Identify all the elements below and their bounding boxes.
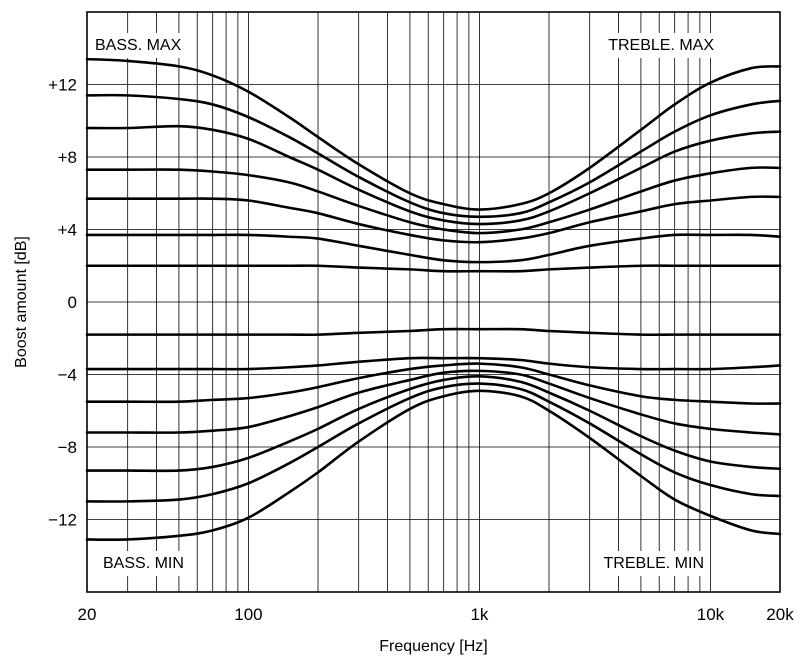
y-tick-label: 0 xyxy=(68,293,77,312)
x-axis-label: Frequency [Hz] xyxy=(379,638,487,655)
y-tick-label: −8 xyxy=(58,438,77,457)
response-curve-8 xyxy=(85,327,782,337)
annotation-background xyxy=(98,551,189,576)
response-curve-5 xyxy=(85,195,782,244)
response-curves xyxy=(85,57,782,542)
response-curve-12 xyxy=(85,374,782,473)
x-tick-label: 20 xyxy=(78,605,97,624)
annotation-label: BASS. MIN xyxy=(103,555,184,572)
y-tick-label: +12 xyxy=(48,76,77,95)
response-curve-4 xyxy=(85,166,782,235)
response-curve-11 xyxy=(85,369,782,436)
x-tick-label: 100 xyxy=(234,605,262,624)
annotation-label: TREBLE. MAX xyxy=(608,37,714,54)
annotation-label: TREBLE. MIN xyxy=(604,555,704,572)
y-tick-label: −4 xyxy=(58,366,77,385)
y-tick-label: −12 xyxy=(48,511,77,530)
response-curve-7 xyxy=(85,264,782,273)
y-tick-labels: +12 +8 +4 0 −4 −8 −12 xyxy=(48,76,77,530)
annotation-background xyxy=(90,33,187,58)
y-axis-label: Boost amount [dB] xyxy=(13,236,30,368)
x-tick-label: 1k xyxy=(470,605,488,624)
response-curve-9 xyxy=(85,356,782,371)
response-curve-3 xyxy=(85,124,782,226)
response-curve-2 xyxy=(85,93,782,219)
grid xyxy=(87,12,780,592)
x-tick-label: 10k xyxy=(697,605,725,624)
response-curve-14 xyxy=(85,389,782,542)
annotation-background xyxy=(603,33,720,58)
y-tick-label: +8 xyxy=(58,148,77,167)
x-tick-labels: 20 100 1k 10k 20k xyxy=(78,605,795,624)
annotation-label: BASS. MAX xyxy=(95,37,182,54)
annotations: BASS. MAX TREBLE. MAX BASS. MIN TREBLE. MIN xyxy=(90,33,720,576)
x-tick-label: 20k xyxy=(766,605,794,624)
y-tick-label: +4 xyxy=(58,221,77,240)
response-curve-10 xyxy=(85,362,782,405)
annotation-background xyxy=(598,551,709,576)
response-curve-13 xyxy=(85,382,782,503)
response-curve-1 xyxy=(85,57,782,211)
plot-frame xyxy=(86,11,781,593)
response-curve-6 xyxy=(85,233,782,264)
